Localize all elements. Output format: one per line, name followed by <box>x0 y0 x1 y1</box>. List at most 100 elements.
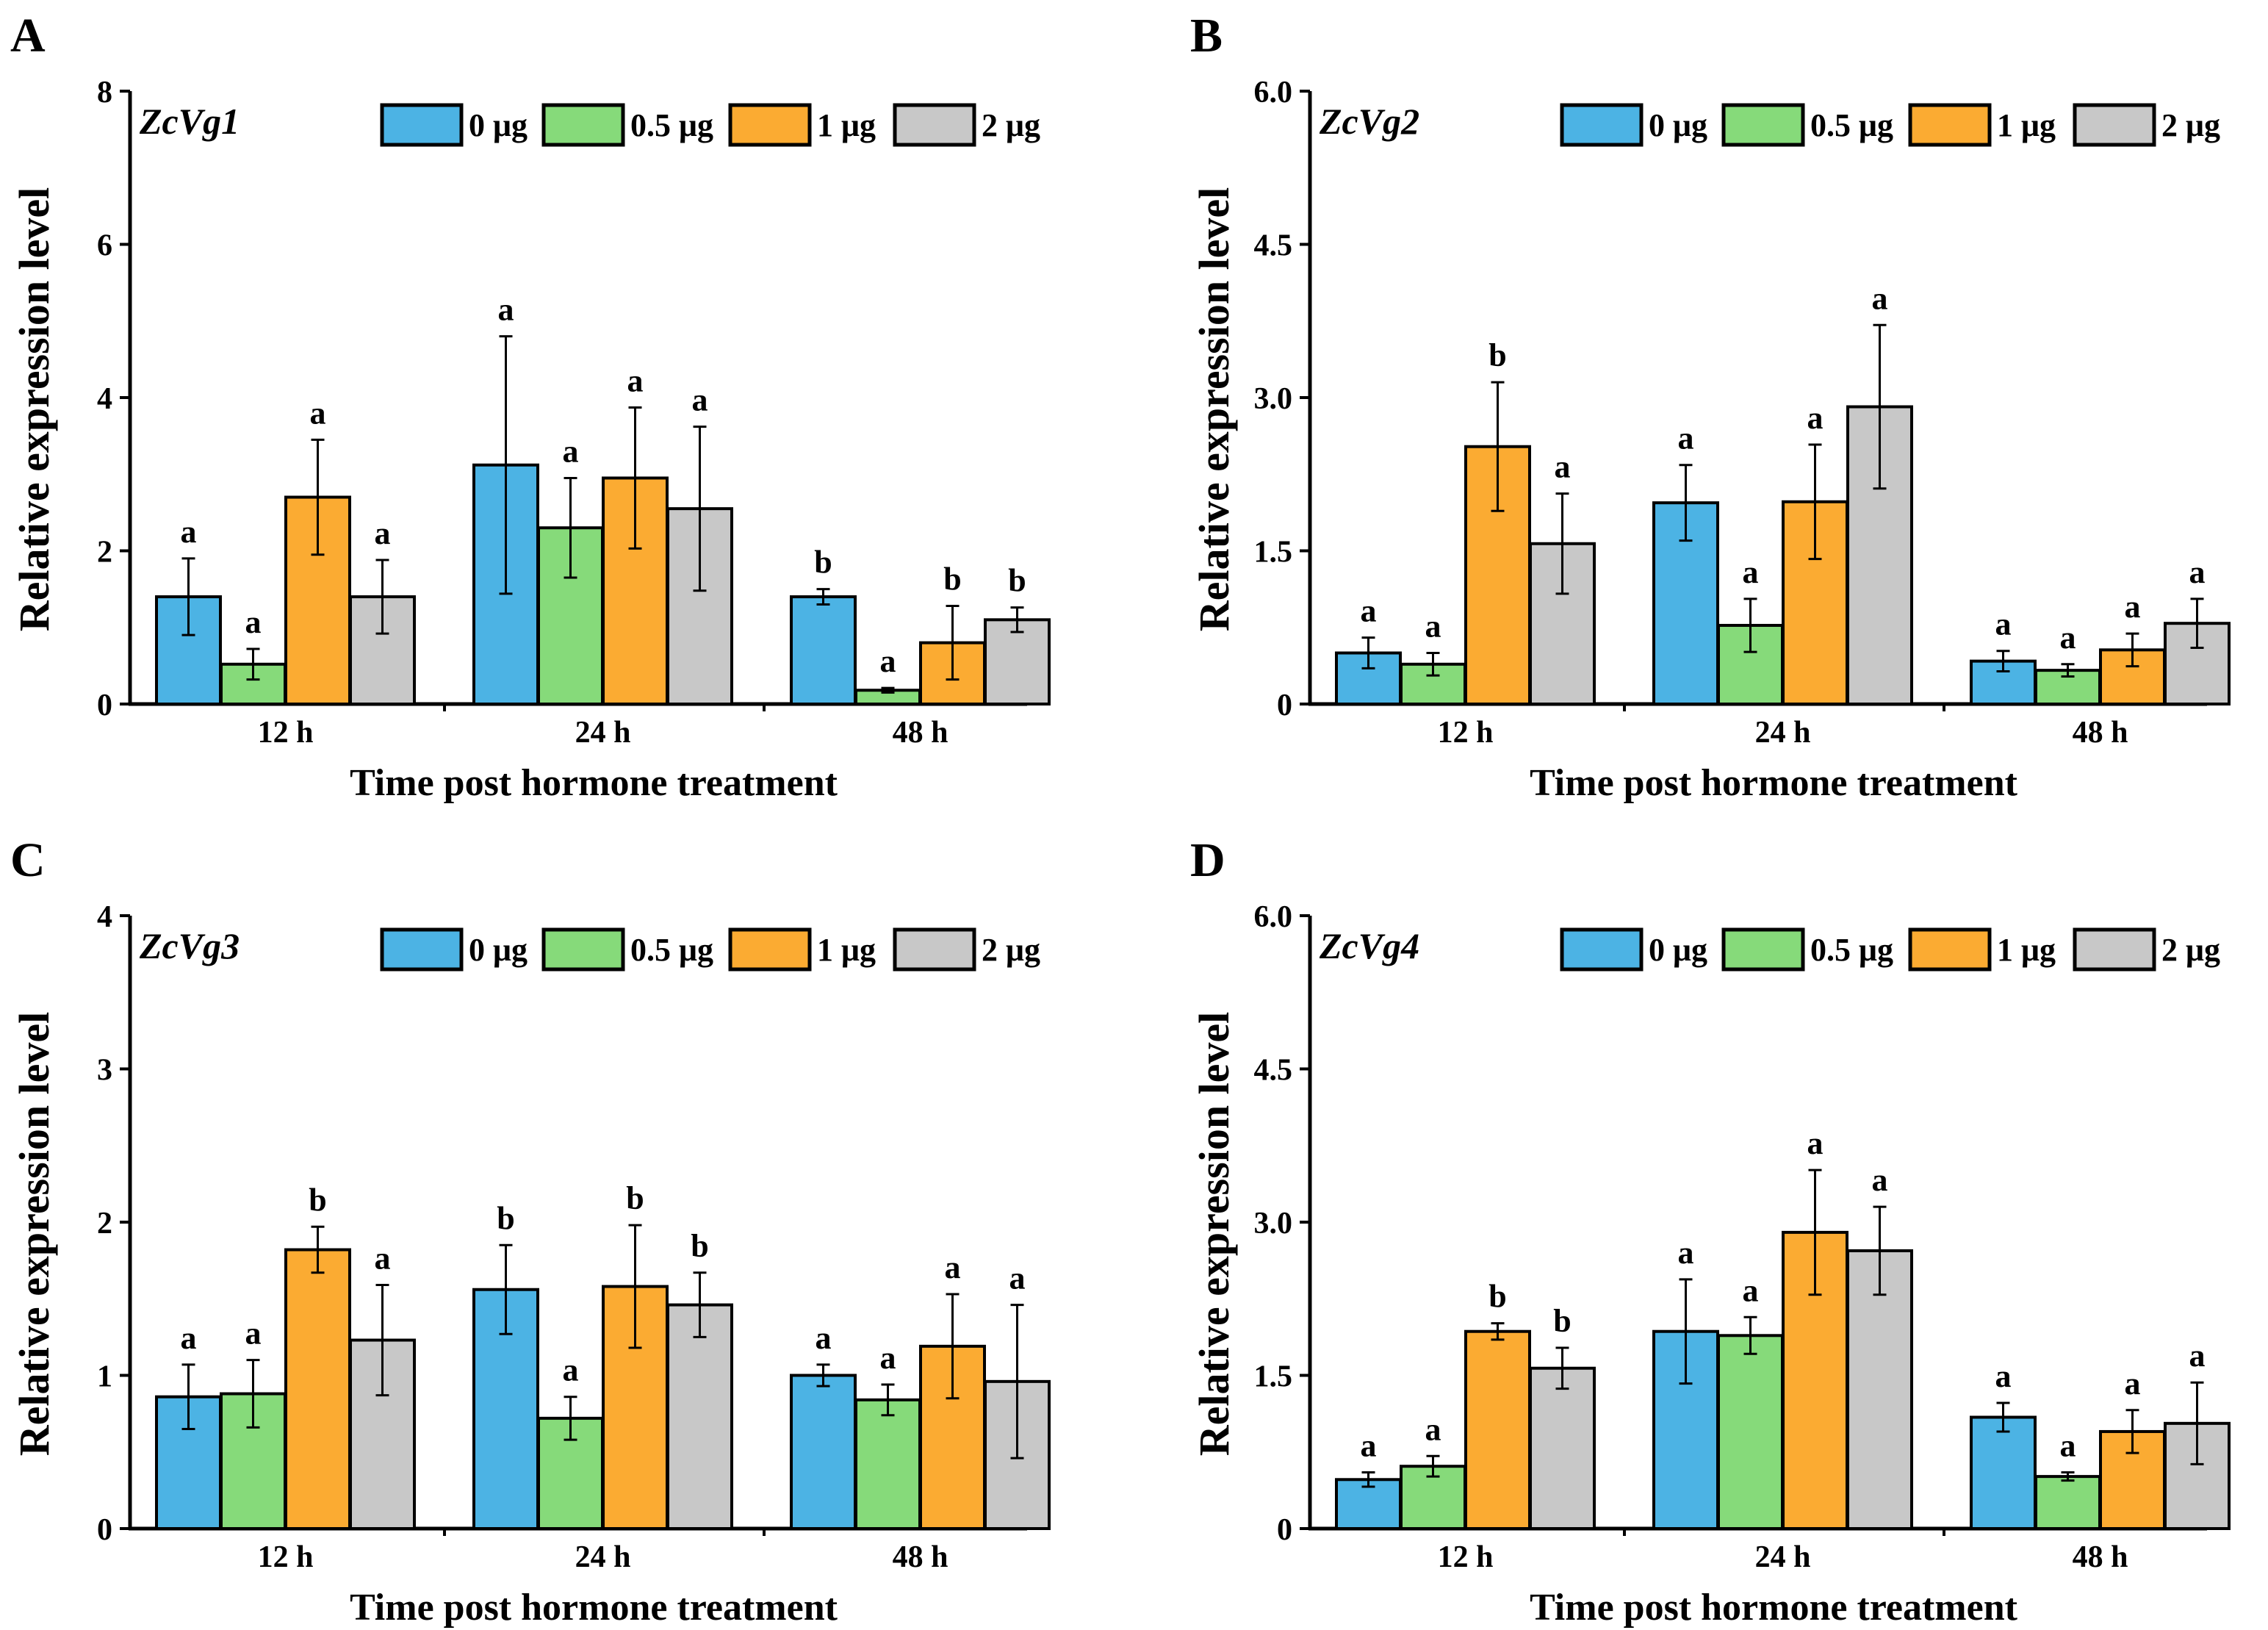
significance-letter: a <box>1009 1260 1026 1296</box>
bar <box>1464 1329 1531 1530</box>
legend-swatch <box>380 103 464 147</box>
panel-D: D 0 1.5 3.0 4.5 6.0 a a a a a a b a a b a a 12 h 24 h 48 h Ti… <box>1190 833 2231 1629</box>
significance-letter: a <box>375 515 391 551</box>
x-tick-label: 12 h <box>258 716 314 750</box>
legend-label: 2 μg <box>982 932 1040 968</box>
legend-label: 2 μg <box>2161 932 2220 968</box>
significance-letter: a <box>2189 1338 2206 1374</box>
legend-label: 0 μg <box>469 932 528 968</box>
y-tick-label: 1 <box>97 1360 112 1394</box>
significance-letter: a <box>880 643 896 679</box>
legend-swatch <box>893 927 976 972</box>
legend-swatch <box>1560 927 1644 972</box>
significance-letter: b <box>1553 1303 1571 1339</box>
bar <box>790 595 857 706</box>
significance-letter: a <box>1872 1162 1888 1198</box>
y-tick-label: 6.0 <box>1254 76 1293 109</box>
bar <box>284 1248 351 1531</box>
x-tick-label: 48 h <box>893 716 948 750</box>
significance-letter: b <box>1488 1279 1506 1315</box>
chart-title: ZcVg2 <box>1319 101 1419 142</box>
x-tick-label: 12 h <box>258 1540 314 1574</box>
significance-letter: a <box>2189 554 2206 590</box>
significance-letter: a <box>310 395 326 431</box>
significance-letter: b <box>497 1200 514 1236</box>
significance-letter: a <box>1807 400 1824 436</box>
bar <box>854 1398 921 1530</box>
y-tick-label: 0 <box>1277 1513 1292 1547</box>
legend-swatch <box>728 103 812 147</box>
y-tick-label: 3.0 <box>1254 382 1293 416</box>
legend-label: 0.5 μg <box>1810 932 1893 968</box>
legend-label: 0.5 μg <box>1810 107 1893 143</box>
panel-label: A <box>10 9 46 62</box>
significance-letter: b <box>626 1180 644 1216</box>
y-tick-label: 0 <box>97 689 112 722</box>
legend-label: 0.5 μg <box>630 107 713 143</box>
x-axis-title: Time post hormone treatment <box>1530 1587 2018 1629</box>
y-axis-title: Relative expression level <box>10 1012 58 1457</box>
bar <box>1529 1366 1596 1531</box>
legend-label: 0 μg <box>469 107 528 143</box>
legend-swatch <box>1908 103 1992 147</box>
significance-letter: a <box>945 1249 961 1285</box>
y-tick-label: 3.0 <box>1254 1207 1293 1241</box>
y-tick-label: 4.5 <box>1254 1054 1293 1088</box>
bar <box>1717 1334 1784 1530</box>
bar <box>666 1303 733 1531</box>
legend-swatch <box>380 927 464 972</box>
y-tick-label: 4 <box>97 382 112 416</box>
x-tick-label: 24 h <box>575 1540 631 1574</box>
significance-letter: a <box>2125 589 2141 625</box>
significance-letter: a <box>1807 1125 1824 1161</box>
significance-letter: a <box>498 292 514 328</box>
significance-letter: a <box>1361 593 1377 629</box>
panel-label: C <box>10 833 46 887</box>
legend-swatch <box>1721 927 1805 972</box>
legend-label: 2 μg <box>2161 107 2220 143</box>
panel-label: D <box>1190 833 1225 887</box>
significance-letter: a <box>627 363 644 399</box>
legend-swatch <box>2073 927 2156 972</box>
significance-letter: b <box>309 1182 326 1218</box>
significance-letter: a <box>1743 554 1759 590</box>
significance-letter: a <box>2060 620 2076 656</box>
significance-letter: a <box>1678 420 1694 456</box>
legend-swatch <box>2073 103 2156 147</box>
significance-letter: a <box>1678 1235 1694 1271</box>
legend-label: 1 μg <box>1997 932 2056 968</box>
legend-label: 1 μg <box>1997 107 2056 143</box>
bar <box>1970 1415 2037 1530</box>
x-tick-label: 24 h <box>1755 1540 1811 1574</box>
x-tick-label: 24 h <box>1755 716 1811 750</box>
legend-swatch <box>893 103 976 147</box>
y-tick-label: 8 <box>97 76 112 109</box>
legend-swatch <box>1908 927 1992 972</box>
y-tick-label: 6 <box>97 229 112 263</box>
significance-letter: a <box>375 1240 391 1276</box>
panel-B: B 0 1.5 3.0 4.5 6.0 a a a a a a b a a a a a 12 h 24 h 48 h Ti… <box>1190 9 2231 804</box>
significance-letter: b <box>943 561 961 597</box>
legend-swatch <box>728 927 812 972</box>
y-tick-label: 3 <box>97 1054 112 1088</box>
significance-letter: a <box>1555 449 1571 485</box>
bar <box>790 1374 857 1530</box>
x-axis-title: Time post hormone treatment <box>1530 762 2018 804</box>
chart-title: ZcVg4 <box>1319 925 1419 966</box>
y-tick-label: 6.0 <box>1254 900 1293 934</box>
legend-label: 0 μg <box>1649 932 1707 968</box>
significance-letter: a <box>2060 1428 2076 1464</box>
significance-letter: a <box>880 1340 896 1376</box>
x-axis-title: Time post hormone treatment <box>350 1587 838 1629</box>
panel-A: A 0 2 4 6 8 a a b a a a a a b a a b 12 h 24 h 48 h Time post … <box>10 9 1051 804</box>
panel-label: B <box>1190 9 1223 62</box>
significance-letter: a <box>1872 280 1888 316</box>
significance-letter: a <box>1995 1358 2012 1394</box>
y-tick-label: 0 <box>1277 689 1292 722</box>
legend-swatch <box>541 927 625 972</box>
x-tick-label: 48 h <box>2073 716 2128 750</box>
y-tick-label: 0 <box>97 1513 112 1547</box>
significance-letter: b <box>1008 563 1026 599</box>
bar <box>349 595 416 706</box>
